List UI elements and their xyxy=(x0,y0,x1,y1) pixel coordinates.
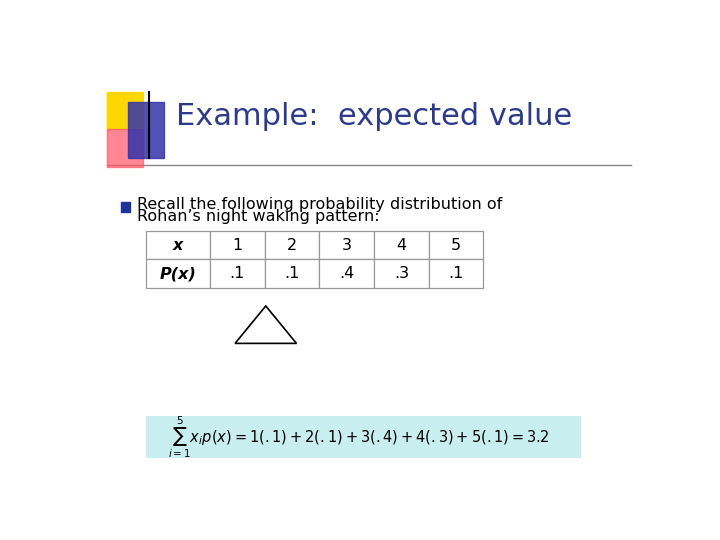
Bar xyxy=(128,102,164,158)
Text: 4: 4 xyxy=(396,238,406,253)
Text: .4: .4 xyxy=(339,266,354,281)
FancyBboxPatch shape xyxy=(145,416,581,458)
Text: 2: 2 xyxy=(287,238,297,253)
Bar xyxy=(107,92,143,129)
Bar xyxy=(145,231,210,259)
Bar xyxy=(107,129,143,167)
Bar xyxy=(320,231,374,259)
Text: Rohan’s night waking pattern:: Rohan’s night waking pattern: xyxy=(138,209,380,224)
Text: .1: .1 xyxy=(449,266,464,281)
Bar xyxy=(265,231,320,259)
Text: x: x xyxy=(173,238,183,253)
Text: .3: .3 xyxy=(394,266,409,281)
Text: 3: 3 xyxy=(342,238,351,253)
Bar xyxy=(374,231,428,259)
Bar xyxy=(145,259,210,288)
Text: Recall the following probability distribution of: Recall the following probability distrib… xyxy=(138,197,503,212)
Bar xyxy=(374,259,428,288)
Text: 1: 1 xyxy=(232,238,243,253)
Bar xyxy=(428,259,483,288)
Text: .1: .1 xyxy=(284,266,300,281)
Text: P(x): P(x) xyxy=(159,266,197,281)
Bar xyxy=(320,259,374,288)
Text: 5: 5 xyxy=(451,238,461,253)
Bar xyxy=(265,259,320,288)
Text: $\sum_{i=1}^{5} x_i p(x) = 1(.1) + 2(.1) + 3(.4) + 4(.3) + 5(.1) = 3.2$: $\sum_{i=1}^{5} x_i p(x) = 1(.1) + 2(.1)… xyxy=(168,414,550,460)
Bar xyxy=(210,231,265,259)
Text: Example:  expected value: Example: expected value xyxy=(176,102,572,131)
Bar xyxy=(210,259,265,288)
Text: .1: .1 xyxy=(230,266,245,281)
Bar xyxy=(428,231,483,259)
Bar xyxy=(121,201,130,212)
